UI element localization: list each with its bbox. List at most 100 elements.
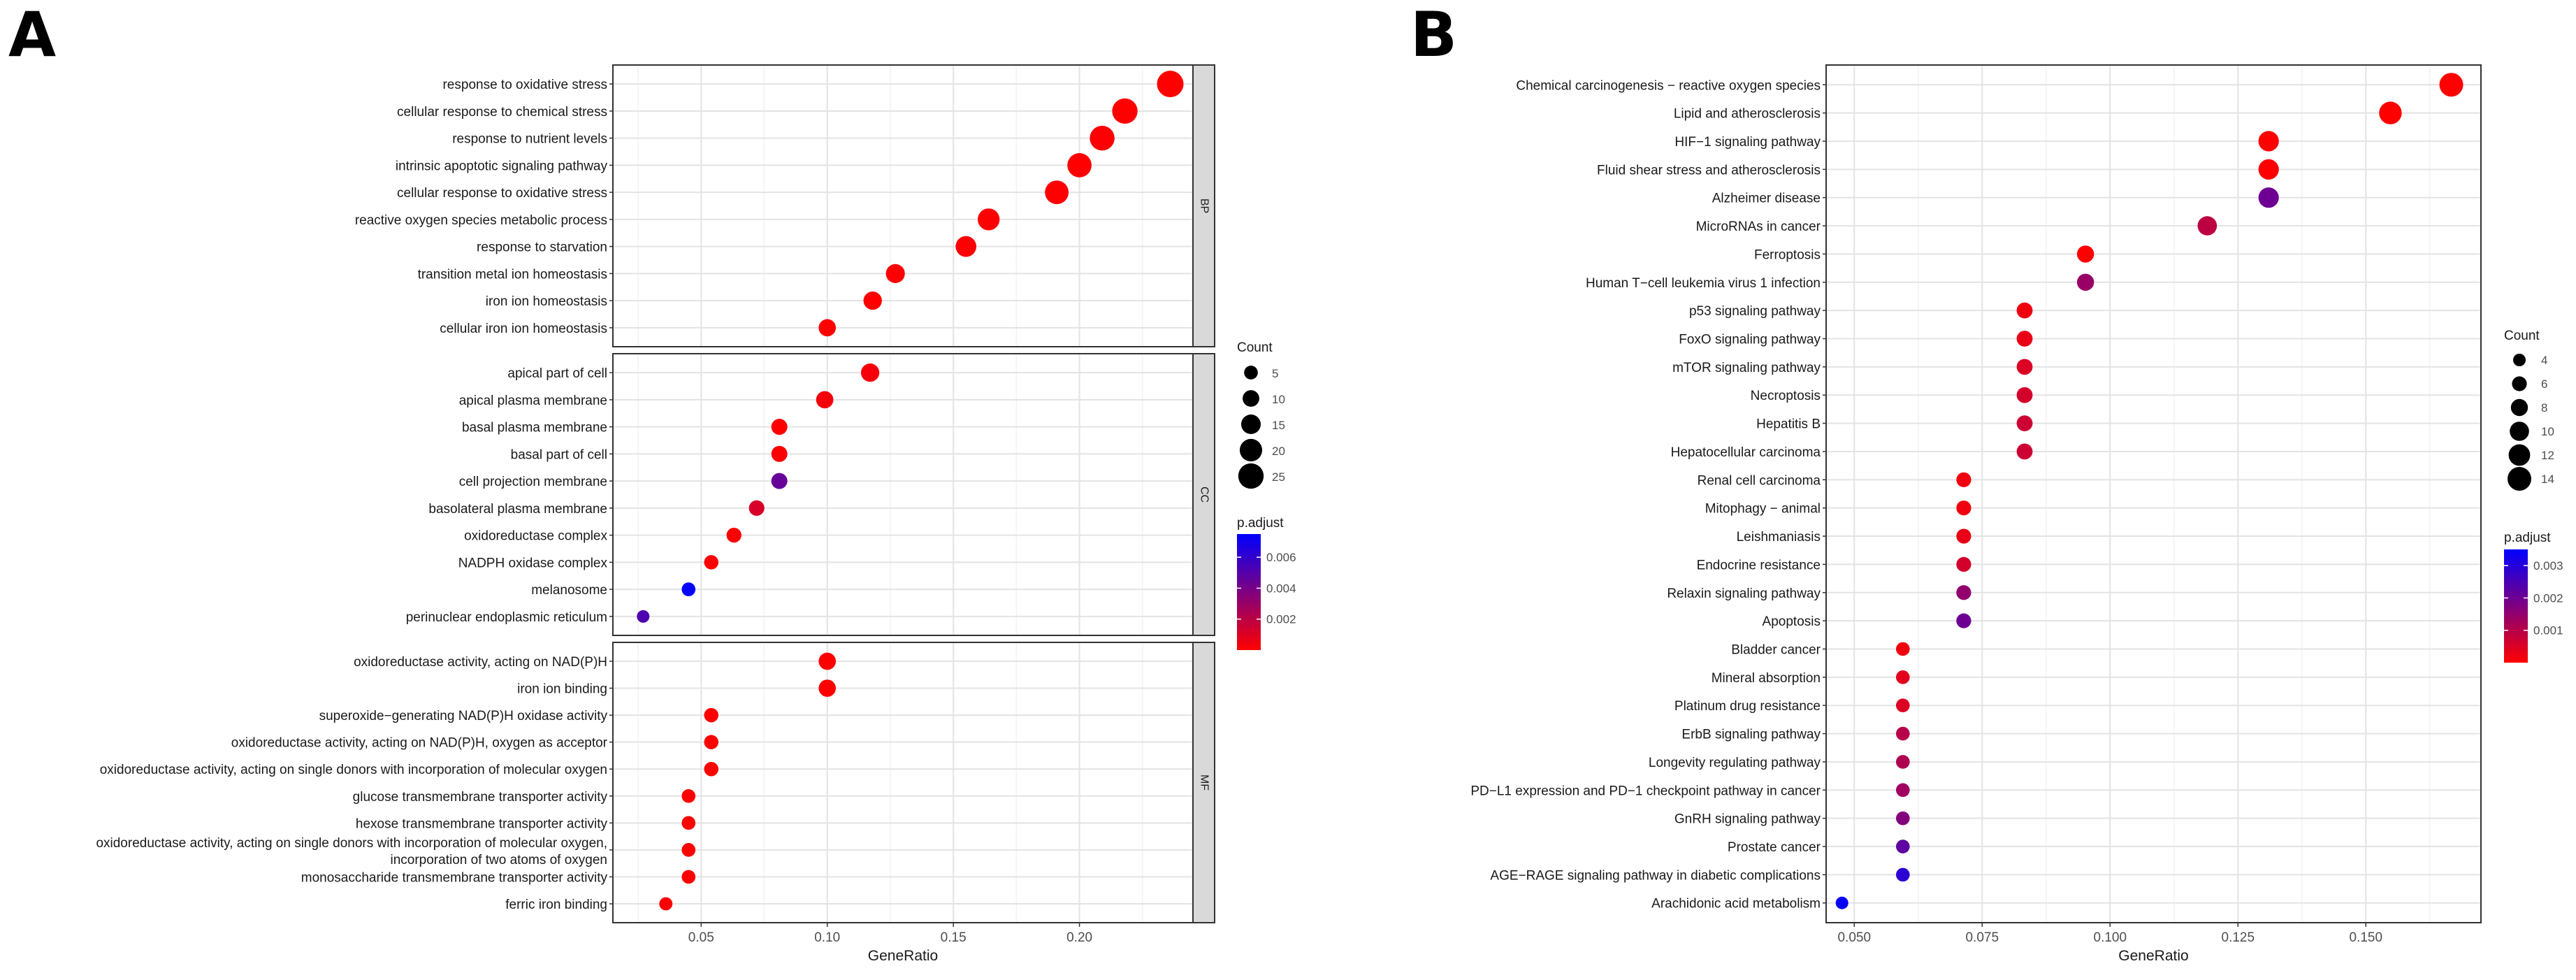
term-label: Arachidonic acid metabolism <box>1651 897 1821 911</box>
data-point <box>681 788 696 803</box>
data-point <box>659 897 673 911</box>
data-point <box>1835 896 1848 909</box>
data-point <box>2197 216 2217 236</box>
term-label: ferric iron binding <box>505 898 607 912</box>
data-point <box>1956 556 1971 572</box>
size-legend-title: Count <box>2504 329 2540 343</box>
data-point <box>1896 698 1910 713</box>
panel-b-plot <box>1823 64 2531 927</box>
term-label: Prostate cancer <box>1728 840 1821 855</box>
color-legend-bar <box>2504 549 2528 663</box>
term-label: apical plasma membrane <box>459 394 607 408</box>
size-legend-key <box>2508 467 2531 491</box>
size-legend-label: 25 <box>1272 470 1285 484</box>
data-point <box>704 761 718 777</box>
data-point <box>1157 71 1184 98</box>
term-label: Apoptosis <box>1763 614 1821 629</box>
panel-b-border <box>1825 64 2482 923</box>
term-label: superoxide−generating NAD(P)H oxidase ac… <box>319 709 608 723</box>
size-legend-key <box>1244 366 1258 380</box>
data-point <box>860 363 880 382</box>
color-legend-title: p.adjust <box>2504 531 2551 545</box>
term-label: Chemical carcinogenesis − reactive oxyge… <box>1516 78 1821 93</box>
term-label: Leishmaniasis <box>1737 530 1821 545</box>
data-point <box>681 843 696 857</box>
data-point <box>1896 840 1910 853</box>
term-label: hexose transmembrane transporter activit… <box>356 816 608 831</box>
panel-a-letter: A <box>8 0 57 71</box>
size-legend-key <box>1239 438 1263 462</box>
color-legend-label: 0.006 <box>1266 551 1296 564</box>
size-legend-key <box>2508 444 2531 466</box>
data-point <box>818 652 837 670</box>
panel-a-plot <box>609 64 1264 927</box>
x-axis-title: GeneRatio <box>868 948 938 964</box>
term-label: oxidoreductase activity, acting on singl… <box>96 836 607 851</box>
term-label: GnRH signaling pathway <box>1674 812 1821 827</box>
term-label: oxidoreductase activity, acting on NAD(P… <box>231 736 608 751</box>
facet-strip-bp <box>1192 64 1215 347</box>
facet-label-cc: CC <box>1198 487 1210 503</box>
data-point <box>816 391 834 409</box>
facet-label-mf: MF <box>1198 774 1210 791</box>
term-label: incorporation of two atoms of oxygen <box>390 853 607 867</box>
term-label: cellular iron ion homeostasis <box>440 322 607 336</box>
panel-a-cc-bg <box>613 354 1193 635</box>
size-legend-label: 12 <box>2541 449 2554 462</box>
data-point <box>818 319 837 337</box>
facet-strip-cc <box>1192 353 1215 636</box>
color-legend-label: 0.002 <box>1266 613 1296 626</box>
color-legend-label: 0.004 <box>1266 582 1296 595</box>
size-legend-label: 20 <box>1272 445 1285 458</box>
term-label: melanosome <box>531 583 607 598</box>
size-legend-label: 6 <box>2541 377 2547 391</box>
color-legend-label: 0.003 <box>2533 559 2563 572</box>
data-point <box>885 264 905 283</box>
data-point <box>1956 613 1971 628</box>
term-label: basal part of cell <box>511 447 607 462</box>
data-point <box>681 870 696 884</box>
term-label: Mitophagy − animal <box>1705 502 1821 517</box>
term-label: Necroptosis <box>1751 389 1821 403</box>
term-label: cell projection membrane <box>459 475 607 489</box>
term-label: perinuclear endoplasmic reticulum <box>406 610 607 625</box>
term-label: NADPH oxidase complex <box>458 556 608 570</box>
term-label: cellular response to chemical stress <box>397 105 607 120</box>
size-legend-title: Count <box>1237 340 1273 355</box>
term-label: Mineral absorption <box>1712 671 1821 686</box>
size-legend-key <box>2513 354 2526 366</box>
data-point <box>704 707 718 723</box>
x-tick-label: 0.15 <box>941 930 967 945</box>
data-point <box>2016 443 2033 460</box>
x-axis-title: GeneRatio <box>2118 948 2188 964</box>
data-point <box>818 679 837 697</box>
panel-a-mf-bg <box>613 642 1193 923</box>
data-point <box>681 816 696 830</box>
panel-b-letter: B <box>1410 0 1458 71</box>
facet-strip-mf <box>1192 642 1215 923</box>
size-legend-label: 4 <box>2541 354 2547 367</box>
size-legend-key <box>2512 376 2527 391</box>
facet-label-bp: BP <box>1198 199 1210 213</box>
term-label: glucose transmembrane transporter activi… <box>353 790 608 805</box>
color-legend-label: 0.001 <box>2533 624 2563 637</box>
term-label: Longevity regulating pathway <box>1649 756 1821 770</box>
term-label: oxidoreductase activity, acting on singl… <box>100 763 607 777</box>
term-label: Alzheimer disease <box>1712 192 1821 206</box>
term-label: cellular response to oxidative stress <box>397 186 607 201</box>
x-tick-label: 0.125 <box>2222 930 2255 945</box>
data-point <box>704 555 718 570</box>
term-label: FoxO signaling pathway <box>1679 333 1821 347</box>
term-label: monosaccharide transmembrane transporter… <box>301 870 608 885</box>
term-label: Endocrine resistance <box>1697 558 1821 572</box>
data-point <box>2016 387 2033 403</box>
x-tick-label: 0.20 <box>1066 930 1092 945</box>
color-legend-title: p.adjust <box>1237 516 1284 531</box>
data-point <box>2379 101 2402 124</box>
term-label: oxidoreductase activity, acting on NAD(P… <box>354 655 607 670</box>
data-point <box>1956 528 1971 544</box>
term-label: p53 signaling pathway <box>1689 304 1821 319</box>
data-point <box>2258 159 2279 180</box>
data-point <box>771 419 788 435</box>
size-legend-label: 8 <box>2541 401 2547 415</box>
